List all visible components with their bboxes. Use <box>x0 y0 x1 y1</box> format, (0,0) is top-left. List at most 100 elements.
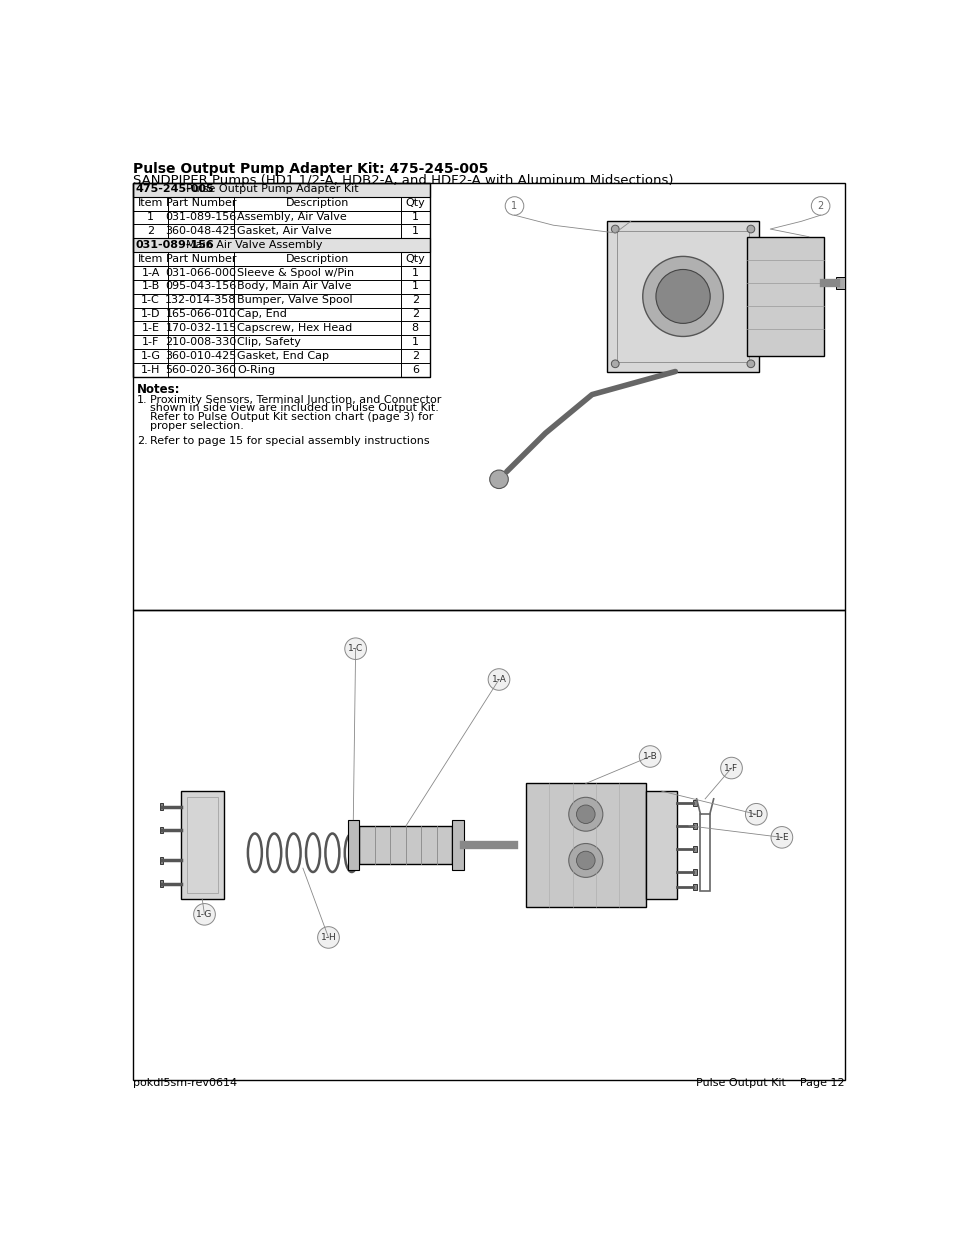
Text: 1-D: 1-D <box>747 810 763 819</box>
Circle shape <box>746 225 754 233</box>
Circle shape <box>720 757 741 779</box>
Text: 8: 8 <box>412 324 418 333</box>
Text: 1: 1 <box>147 212 154 222</box>
Circle shape <box>576 805 595 824</box>
Text: proper selection.: proper selection. <box>150 421 244 431</box>
Text: Pulse Output Kit    Page 12: Pulse Output Kit Page 12 <box>696 1078 843 1088</box>
Text: 165-066-010: 165-066-010 <box>165 309 236 319</box>
Text: Capscrew, Hex Head: Capscrew, Hex Head <box>236 324 352 333</box>
Text: 1-H: 1-H <box>320 932 336 942</box>
Circle shape <box>576 851 595 869</box>
Text: SANDPIPER Pumps (HD1 1/2-A, HDB2-A, and HDF2-A with Aluminum Midsections): SANDPIPER Pumps (HD1 1/2-A, HDB2-A, and … <box>133 174 673 188</box>
Text: 1: 1 <box>511 201 517 211</box>
Text: Pulse Output Pump Adapter Kit: 475-245-005: Pulse Output Pump Adapter Kit: 475-245-0… <box>133 162 488 177</box>
Bar <box>692 823 697 829</box>
Text: Sleeve & Spool w/Pin: Sleeve & Spool w/Pin <box>236 268 354 278</box>
Text: Main Air Valve Assembly: Main Air Valve Assembly <box>179 240 322 249</box>
Text: Part Number: Part Number <box>166 253 236 264</box>
Text: 1: 1 <box>412 268 418 278</box>
Text: 2: 2 <box>412 351 418 361</box>
Bar <box>159 857 163 863</box>
Text: 170-032-115: 170-032-115 <box>165 324 236 333</box>
Bar <box>348 820 359 871</box>
Text: Item: Item <box>138 199 163 209</box>
Text: 360-010-425: 360-010-425 <box>165 351 236 361</box>
Text: 1-G: 1-G <box>196 910 213 919</box>
Text: 1: 1 <box>412 282 418 291</box>
Text: 1-C: 1-C <box>141 295 160 305</box>
Bar <box>187 798 217 893</box>
Text: 031-089-156: 031-089-156 <box>135 240 214 249</box>
Text: Refer to Pulse Output Kit section chart (page 3) for: Refer to Pulse Output Kit section chart … <box>150 412 434 422</box>
Circle shape <box>488 668 509 690</box>
Text: 2.: 2. <box>137 436 148 446</box>
Circle shape <box>642 257 722 336</box>
Text: 1-E: 1-E <box>141 324 159 333</box>
Bar <box>159 826 163 832</box>
Text: Assembly, Air Valve: Assembly, Air Valve <box>236 212 347 222</box>
Text: Pulse Output Pump Adapter Kit: Pulse Output Pump Adapter Kit <box>179 184 358 194</box>
Text: 1-F: 1-F <box>723 763 738 773</box>
Text: 1-A: 1-A <box>141 268 160 278</box>
Bar <box>746 237 823 356</box>
Text: Qty: Qty <box>405 253 425 264</box>
Text: 6: 6 <box>412 364 418 374</box>
Text: Gasket, Air Valve: Gasket, Air Valve <box>236 226 332 236</box>
Text: O-Ring: O-Ring <box>236 364 274 374</box>
Text: 1: 1 <box>412 337 418 347</box>
Bar <box>692 799 697 805</box>
Circle shape <box>639 746 660 767</box>
Circle shape <box>611 359 618 368</box>
Text: Body, Main Air Valve: Body, Main Air Valve <box>236 282 352 291</box>
Circle shape <box>656 269 709 324</box>
Bar <box>133 183 843 610</box>
Text: 1-B: 1-B <box>141 282 159 291</box>
Circle shape <box>489 471 508 489</box>
Bar <box>692 846 697 852</box>
Bar <box>700 814 709 892</box>
Bar <box>692 869 697 876</box>
Text: 1-C: 1-C <box>348 645 363 653</box>
Text: 095-043-156: 095-043-156 <box>165 282 236 291</box>
Text: 2: 2 <box>147 226 154 236</box>
Text: 2: 2 <box>412 309 418 319</box>
Text: 1-F: 1-F <box>142 337 159 347</box>
Text: 1-H: 1-H <box>141 364 160 374</box>
Text: Description: Description <box>285 253 349 264</box>
Text: Proximity Sensors, Terminal Junction, and Connector: Proximity Sensors, Terminal Junction, an… <box>150 395 441 405</box>
Text: Gasket, End Cap: Gasket, End Cap <box>236 351 329 361</box>
Text: Description: Description <box>285 199 349 209</box>
Text: 560-020-360: 560-020-360 <box>165 364 236 374</box>
Bar <box>133 610 843 1079</box>
Text: 031-066-000: 031-066-000 <box>165 268 236 278</box>
Text: 1: 1 <box>412 226 418 236</box>
Circle shape <box>746 359 754 368</box>
Bar <box>452 820 464 871</box>
Text: 360-048-425: 360-048-425 <box>165 226 236 236</box>
Bar <box>692 884 697 890</box>
Text: 1-D: 1-D <box>141 309 160 319</box>
Text: 1-A: 1-A <box>491 676 506 684</box>
Circle shape <box>568 798 602 831</box>
Text: 1: 1 <box>412 212 418 222</box>
Text: 1-B: 1-B <box>642 752 657 761</box>
Text: 2: 2 <box>412 295 418 305</box>
Bar <box>359 826 452 864</box>
Bar <box>835 277 844 289</box>
Bar <box>133 238 430 252</box>
Text: 475-245-005: 475-245-005 <box>135 184 213 194</box>
Text: Qty: Qty <box>405 199 425 209</box>
Text: pokdl5sm-rev0614: pokdl5sm-rev0614 <box>133 1078 237 1088</box>
Circle shape <box>770 826 792 848</box>
Text: Notes:: Notes: <box>137 383 180 396</box>
Bar <box>133 183 430 196</box>
Bar <box>607 221 758 372</box>
Bar <box>525 783 645 906</box>
Text: Item: Item <box>138 253 163 264</box>
Text: 1.: 1. <box>137 395 148 405</box>
Text: 132-014-358: 132-014-358 <box>165 295 236 305</box>
Bar <box>159 881 163 887</box>
Text: 1-G: 1-G <box>140 351 160 361</box>
Text: 2: 2 <box>817 201 822 211</box>
Text: Cap, End: Cap, End <box>236 309 287 319</box>
